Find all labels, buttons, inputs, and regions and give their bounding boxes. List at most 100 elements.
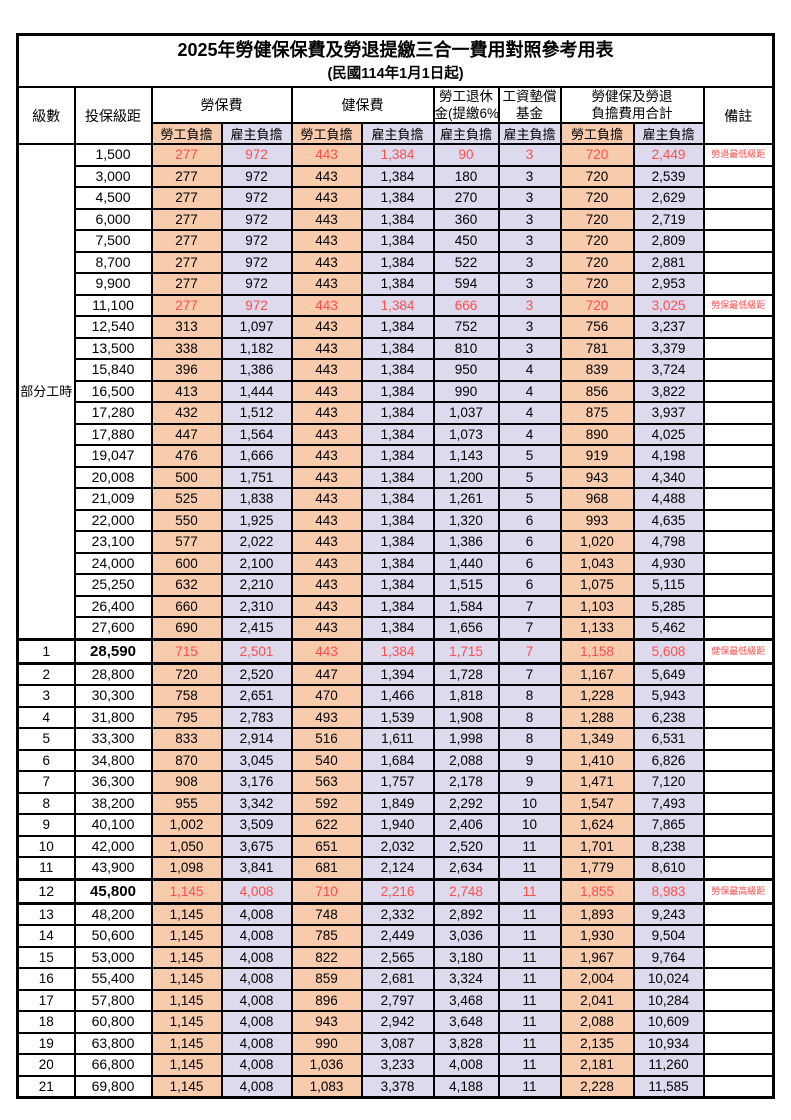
- table-row: 7 36,300 908 3,176 563 1,757 2,178 9 1,471 7,120: [16, 770, 775, 794]
- health-employee-cell: 443: [290, 229, 363, 253]
- labor-employee-cell: 758: [150, 684, 223, 708]
- pension-employer-cell: 1,143: [432, 444, 500, 468]
- header-health-insurance: 健保費: [290, 86, 435, 124]
- bracket-cell: 11,100: [73, 293, 153, 317]
- wage-fund-employer-cell: 5: [497, 444, 562, 468]
- level-cell: 8: [16, 791, 76, 815]
- pension-employer-cell: 752: [432, 315, 500, 339]
- labor-employee-cell: 600: [150, 551, 223, 575]
- bracket-cell: 45,800: [73, 877, 153, 905]
- bracket-cell: 17,280: [73, 401, 153, 425]
- table-row: 部分工時 1,500 277 972 443 1,384 90 3 720 2,449 勞退最低級距: [16, 143, 775, 640]
- labor-employer-cell: 4,008: [220, 1010, 293, 1034]
- total-employee-cell: 856: [559, 379, 635, 403]
- remark-cell: [702, 229, 775, 253]
- labor-employee-cell: 577: [150, 530, 223, 554]
- labor-employee-cell: 1,098: [150, 856, 223, 880]
- pension-employer-cell: 1,728: [432, 662, 500, 686]
- health-employee-cell: 563: [290, 770, 363, 794]
- labor-employer-cell: 3,342: [220, 791, 293, 815]
- table-row: 8 38,200 955 3,342 592 1,849 2,292 10 1,547 7,493: [16, 791, 775, 815]
- bracket-cell: 34,800: [73, 748, 153, 772]
- labor-employer-cell: 972: [220, 143, 293, 167]
- table-row: 8,700 277 972 443 1,384 522 3 720 2,881: [18, 250, 775, 274]
- labor-employee-cell: 1,002: [150, 813, 223, 837]
- health-employee-cell: 896: [290, 988, 363, 1012]
- remark-cell: [702, 487, 775, 511]
- health-employer-cell: 1,384: [360, 530, 435, 554]
- labor-employer-cell: 4,008: [220, 967, 293, 991]
- header-wage-fund: 工資墊償 基金: [497, 86, 562, 124]
- health-employee-cell: 443: [290, 250, 363, 274]
- health-employee-cell: 443: [290, 315, 363, 339]
- table-row: 7,500 277 972 443 1,384 450 3 720 2,809: [18, 229, 775, 253]
- total-employee-cell: 1,967: [559, 945, 635, 969]
- table-row: 5 33,300 833 2,914 516 1,611 1,998 8 1,349 6,531: [16, 727, 775, 751]
- pension-employer-cell: 810: [432, 336, 500, 360]
- wage-fund-employer-cell: 3: [497, 186, 562, 210]
- wage-fund-employer-cell: 11: [497, 1053, 562, 1077]
- wage-fund-employer-cell: 6: [497, 573, 562, 597]
- wage-fund-employer-cell: 11: [497, 967, 562, 991]
- bracket-cell: 33,300: [73, 727, 153, 751]
- remark-cell: 勞保最高級距: [702, 877, 775, 905]
- table-body: 部分工時 1,500 277 972 443 1,384 90 3 720 2,449 勞退最低級距…: [16, 143, 775, 1099]
- remark-cell: [702, 813, 775, 837]
- total-employer-cell: 3,237: [632, 315, 705, 339]
- labor-employee-cell: 1,145: [150, 945, 223, 969]
- wage-fund-employer-cell: 9: [497, 748, 562, 772]
- table-row: 9 40,100 1,002 3,509 622 1,940 2,406 10 1,624 7,8…: [16, 813, 775, 837]
- pension-employer-cell: 522: [432, 250, 500, 274]
- total-employee-cell: 1,103: [559, 594, 635, 618]
- total-employee-cell: 1,020: [559, 530, 635, 554]
- wage-fund-employer-cell: 3: [497, 272, 562, 296]
- labor-employee-cell: 660: [150, 594, 223, 618]
- labor-employee-cell: 525: [150, 487, 223, 511]
- total-employee-cell: 2,181: [559, 1053, 635, 1077]
- health-employee-cell: 443: [290, 465, 363, 489]
- pension-employer-cell: 3,036: [432, 924, 500, 948]
- total-employee-cell: 720: [559, 186, 635, 210]
- health-employer-cell: 1,384: [360, 444, 435, 468]
- total-employee-cell: 875: [559, 401, 635, 425]
- pension-employer-cell: 1,320: [432, 508, 500, 532]
- wage-fund-employer-cell: 7: [497, 616, 562, 640]
- pension-employer-cell: 2,178: [432, 770, 500, 794]
- table-row: 17,280 432 1,512 443 1,384 1,037 4 875 3,937: [18, 401, 775, 425]
- level-cell: 9: [16, 813, 76, 837]
- labor-employee-cell: 1,145: [150, 902, 223, 926]
- table-row: 16,500 413 1,444 443 1,384 990 4 856 3,822: [18, 379, 775, 403]
- total-employer-cell: 2,953: [632, 272, 705, 296]
- labor-employee-cell: 277: [150, 272, 223, 296]
- total-employee-cell: 1,471: [559, 770, 635, 794]
- pension-employer-cell: 2,088: [432, 748, 500, 772]
- total-employee-cell: 1,410: [559, 748, 635, 772]
- labor-employer-cell: 972: [220, 293, 293, 317]
- wage-fund-employer-cell: 11: [497, 856, 562, 880]
- wage-fund-employer-cell: 11: [497, 945, 562, 969]
- health-employee-cell: 447: [290, 662, 363, 686]
- bracket-cell: 3,000: [73, 164, 153, 188]
- remark-cell: [702, 358, 775, 382]
- wage-fund-employer-cell: 11: [497, 1010, 562, 1034]
- table-row: 2 28,800 720 2,520 447 1,394 1,728 7 1,167 5,649: [16, 662, 775, 686]
- total-employer-cell: 9,764: [632, 945, 705, 969]
- labor-employer-cell: 2,310: [220, 594, 293, 618]
- labor-employer-cell: 4,008: [220, 877, 293, 905]
- labor-employer-cell: 1,666: [220, 444, 293, 468]
- table-row: 9,900 277 972 443 1,384 594 3 720 2,953: [18, 272, 775, 296]
- table-row: 14 50,600 1,145 4,008 785 2,449 3,036 11 1,930 9,…: [16, 924, 775, 948]
- wage-fund-employer-cell: 4: [497, 401, 562, 425]
- labor-employee-cell: 476: [150, 444, 223, 468]
- pension-employer-cell: 1,656: [432, 616, 500, 640]
- labor-employer-cell: 1,512: [220, 401, 293, 425]
- total-employer-cell: 4,340: [632, 465, 705, 489]
- health-employee-cell: 1,036: [290, 1053, 363, 1077]
- header-level: 級數: [16, 86, 76, 145]
- bracket-cell: 60,800: [73, 1010, 153, 1034]
- total-employee-cell: 2,088: [559, 1010, 635, 1034]
- remark-cell: [702, 551, 775, 575]
- total-employee-cell: 756: [559, 315, 635, 339]
- health-employer-cell: 1,384: [360, 422, 435, 446]
- total-employer-cell: 4,025: [632, 422, 705, 446]
